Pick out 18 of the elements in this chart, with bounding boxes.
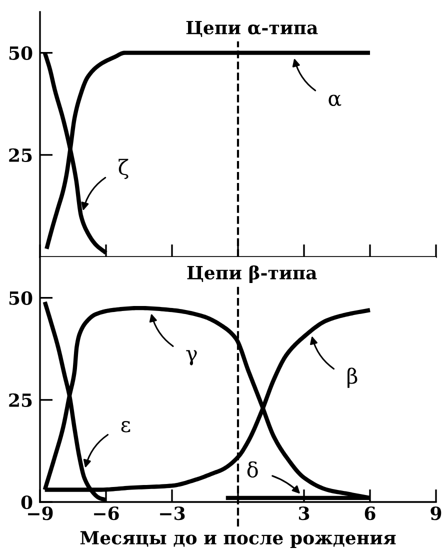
chart-title: Цепи α-типа: [186, 20, 318, 37]
x-tick-label: −3: [160, 506, 185, 520]
annotation: ζ: [118, 158, 128, 180]
x-axis-title: Месяцы до и после рождения: [80, 531, 396, 548]
annotation: β: [348, 368, 358, 388]
x-tick-label: 6: [364, 506, 376, 520]
y-tick-label: 25: [9, 393, 32, 408]
annotation: ε: [121, 421, 130, 432]
y-tick-label: 50: [9, 46, 32, 60]
y-tick-label: 50: [9, 291, 32, 305]
annotation: γ: [186, 350, 197, 366]
x-tick-label: −6: [94, 506, 119, 520]
annotation: α: [328, 94, 342, 106]
chart-title: Цепи β-типа: [187, 265, 317, 283]
x-tick-label: 9: [430, 506, 442, 520]
y-tick-label: 25: [9, 148, 32, 162]
x-tick-label: 3: [298, 506, 310, 520]
annotation: δ: [247, 461, 258, 478]
